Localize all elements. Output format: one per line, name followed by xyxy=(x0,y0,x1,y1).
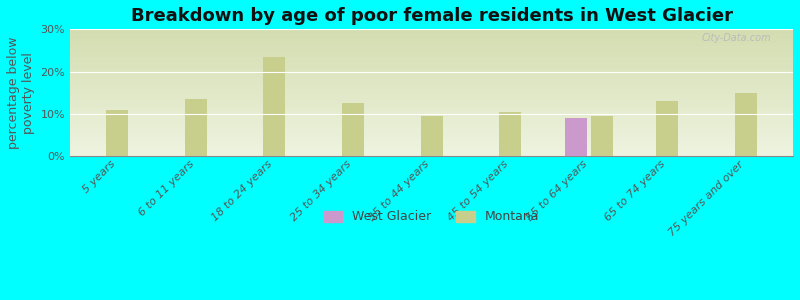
Legend: West Glacier, Montana: West Glacier, Montana xyxy=(318,206,545,229)
Bar xyxy=(263,57,286,156)
Bar xyxy=(421,116,442,156)
Text: City-Data.com: City-Data.com xyxy=(702,33,771,43)
Bar xyxy=(656,101,678,156)
Bar xyxy=(565,118,586,156)
Title: Breakdown by age of poor female residents in West Glacier: Breakdown by age of poor female resident… xyxy=(130,7,733,25)
Bar xyxy=(591,116,613,156)
Bar xyxy=(499,112,521,156)
Bar xyxy=(735,93,757,156)
Y-axis label: percentage below
poverty level: percentage below poverty level xyxy=(7,36,35,149)
Bar xyxy=(106,110,128,156)
Bar xyxy=(342,103,364,156)
Bar xyxy=(185,99,207,156)
